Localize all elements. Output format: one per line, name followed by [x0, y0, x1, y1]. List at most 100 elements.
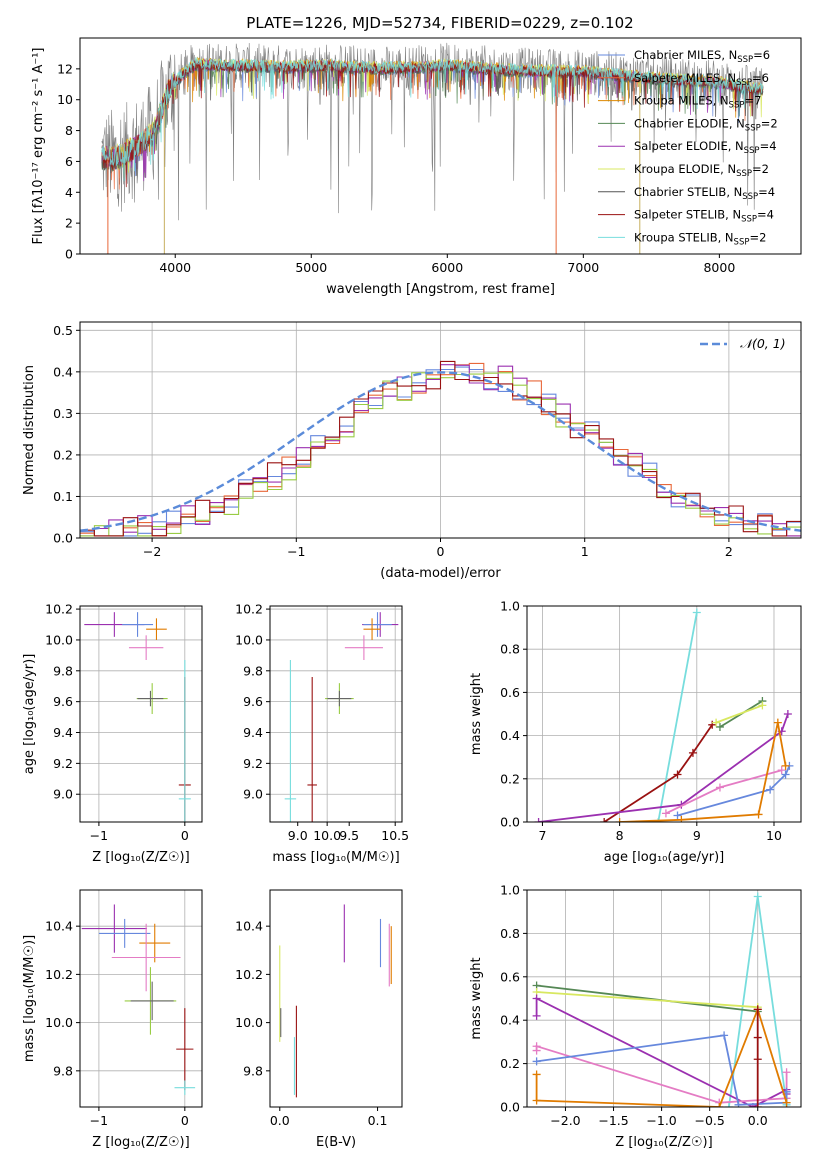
y-tick-label: 0.1	[53, 489, 73, 504]
weight-line-6	[535, 1006, 788, 1107]
axes-frame	[269, 889, 403, 1108]
weight-line-4	[538, 713, 789, 822]
y-tick-label: 0.2	[53, 447, 73, 462]
y-tick-label: 10.4	[45, 919, 73, 934]
weight-marker	[534, 818, 543, 822]
y-tick-label: 9.8	[243, 1063, 263, 1078]
x-tick-label: 1	[581, 544, 589, 559]
plot-area	[81, 904, 196, 1095]
axes-frame	[269, 605, 403, 823]
y-tick-label: 2	[65, 216, 73, 231]
x-tick-label: −0.5	[694, 1113, 724, 1128]
x-tick-label: 6000	[431, 260, 463, 275]
weight-marker	[777, 766, 786, 775]
y-tick-label: 8	[65, 123, 73, 138]
plot-area	[279, 904, 392, 1098]
x-tick-label: −1	[287, 544, 305, 559]
x-tick-label: 9.5	[339, 828, 359, 843]
plot-area	[84, 612, 191, 822]
x-axis-label: age [log₁₀(age/yr)]	[604, 850, 725, 865]
y-tick-label: 0.6	[500, 685, 520, 700]
x-tick-label: 10.0	[313, 828, 341, 843]
y-tick-label: 0.4	[500, 1013, 520, 1028]
x-tick-label: −2.0	[550, 1113, 580, 1128]
y-tick-label: 0.8	[500, 926, 520, 941]
x-tick-label: 8000	[703, 260, 735, 275]
axes-frame	[526, 605, 802, 823]
weight-line-2	[536, 991, 758, 1009]
weight-marker	[677, 815, 686, 822]
x-axis-label: (data-model)/error	[380, 566, 501, 581]
legend-entry: Chabrier MILES, NSSP=6	[634, 48, 770, 65]
panel-mass-vs-Z: −1 0 9.8 10.0 10.2 10.4 Z [log₁₀(Z/Z☉)] mass [l…	[22, 889, 203, 1150]
weight-marker	[781, 761, 790, 770]
weight-marker	[532, 1070, 541, 1079]
y-tick-label: 10.2	[235, 602, 263, 617]
legend-entry: Kroupa STELIB, NSSP=2	[634, 230, 766, 247]
y-tick-label: 0.3	[53, 406, 73, 421]
y-tick-label: 10	[57, 92, 73, 107]
panels: 4000 5000 6000 7000 8000024681012wavelength …	[22, 37, 802, 1150]
x-axis-label: Z [log₁₀(Z/Z☉)]	[615, 1135, 712, 1150]
y-tick-label: 0.4	[53, 364, 73, 379]
weight-marker	[782, 1098, 791, 1107]
y-tick-label: 10.4	[235, 919, 263, 934]
x-tick-label: 7	[538, 828, 546, 843]
y-tick-label: 9.4	[53, 725, 73, 740]
y-axis-label: age [log₁₀(age/yr)]	[22, 654, 37, 775]
y-tick-label: 12	[57, 61, 73, 76]
panel-residuals: −2 −1 0 1 2 0.0 0.1 0.2 0.3 0.4 0.5 (data-model)/er…	[22, 321, 802, 581]
weight-marker	[654, 818, 663, 822]
y-tick-label: 0.0	[500, 815, 520, 830]
y-tick-label: 0.4	[500, 728, 520, 743]
y-tick-label: 9.6	[53, 694, 73, 709]
panel-weight-vs-age: 7 8 9 10 0.0 0.2 0.4 0.6 0.8 1.0 age [log₁₀(age/yr…	[469, 599, 802, 865]
y-tick-label: 0.2	[500, 771, 520, 786]
plot-area	[534, 608, 794, 822]
x-tick-label: 9	[693, 828, 701, 843]
panel-mass-vs-ebv: 0.0 0.1 9.8 10.0 10.2 10.4 E(B-V)	[235, 889, 403, 1150]
y-tick-label: 0	[65, 247, 73, 262]
y-tick-label: 4	[65, 185, 73, 200]
weight-marker	[715, 722, 724, 731]
weight-marker	[532, 1011, 541, 1020]
weight-marker	[615, 818, 624, 822]
y-tick-label: 10.0	[235, 632, 263, 647]
weight-marker	[781, 770, 790, 779]
weight-line-1	[536, 984, 758, 1013]
weight-marker	[720, 1031, 729, 1040]
weight-marker	[715, 1103, 724, 1107]
weight-marker	[724, 1103, 733, 1107]
y-tick-label: 10.0	[235, 1015, 263, 1030]
y-tick-label: 9.4	[243, 725, 263, 740]
panel-age-vs-Z: −1 0 9.0 9.2 9.4 9.6 9.8 10.0 10.2 Z [log₁₀(Z/Z☉)…	[22, 602, 203, 865]
x-tick-label: 9.0	[288, 828, 308, 843]
figure-title: PLATE=1226, MJD=52734, FIBERID=0229, z=0…	[246, 14, 633, 32]
weight-marker	[712, 718, 721, 727]
legend-entry: Chabrier STELIB, NSSP=4	[634, 185, 775, 202]
plot-area	[80, 360, 801, 537]
weight-marker	[673, 770, 682, 779]
y-tick-label: 9.8	[53, 663, 73, 678]
weight-marker	[715, 783, 724, 792]
weight-marker	[532, 1042, 541, 1051]
weight-marker	[532, 1057, 541, 1066]
weight-line-6	[677, 765, 791, 817]
weight-marker	[600, 818, 609, 822]
y-tick-label: 10.2	[235, 967, 263, 982]
plot-area	[284, 612, 399, 822]
legend-entry: Kroupa MILES, NSSP=7	[634, 94, 761, 111]
y-tick-label: 0.5	[53, 323, 73, 338]
weight-marker	[753, 1005, 762, 1014]
legend-entry: Salpeter ELODIE, NSSP=4	[634, 139, 777, 156]
y-tick-label: 1.0	[500, 883, 520, 898]
weight-marker	[692, 608, 701, 617]
weight-marker	[673, 811, 682, 820]
weight-marker	[753, 1055, 762, 1064]
weight-marker	[753, 1103, 762, 1107]
x-tick-label: 4000	[159, 260, 191, 275]
x-axis-label: Z [log₁₀(Z/Z☉)]	[92, 1135, 189, 1150]
y-axis-label: Normed distribution	[22, 365, 37, 495]
weight-line-1	[603, 724, 713, 822]
x-tick-label: −1	[90, 1113, 108, 1128]
